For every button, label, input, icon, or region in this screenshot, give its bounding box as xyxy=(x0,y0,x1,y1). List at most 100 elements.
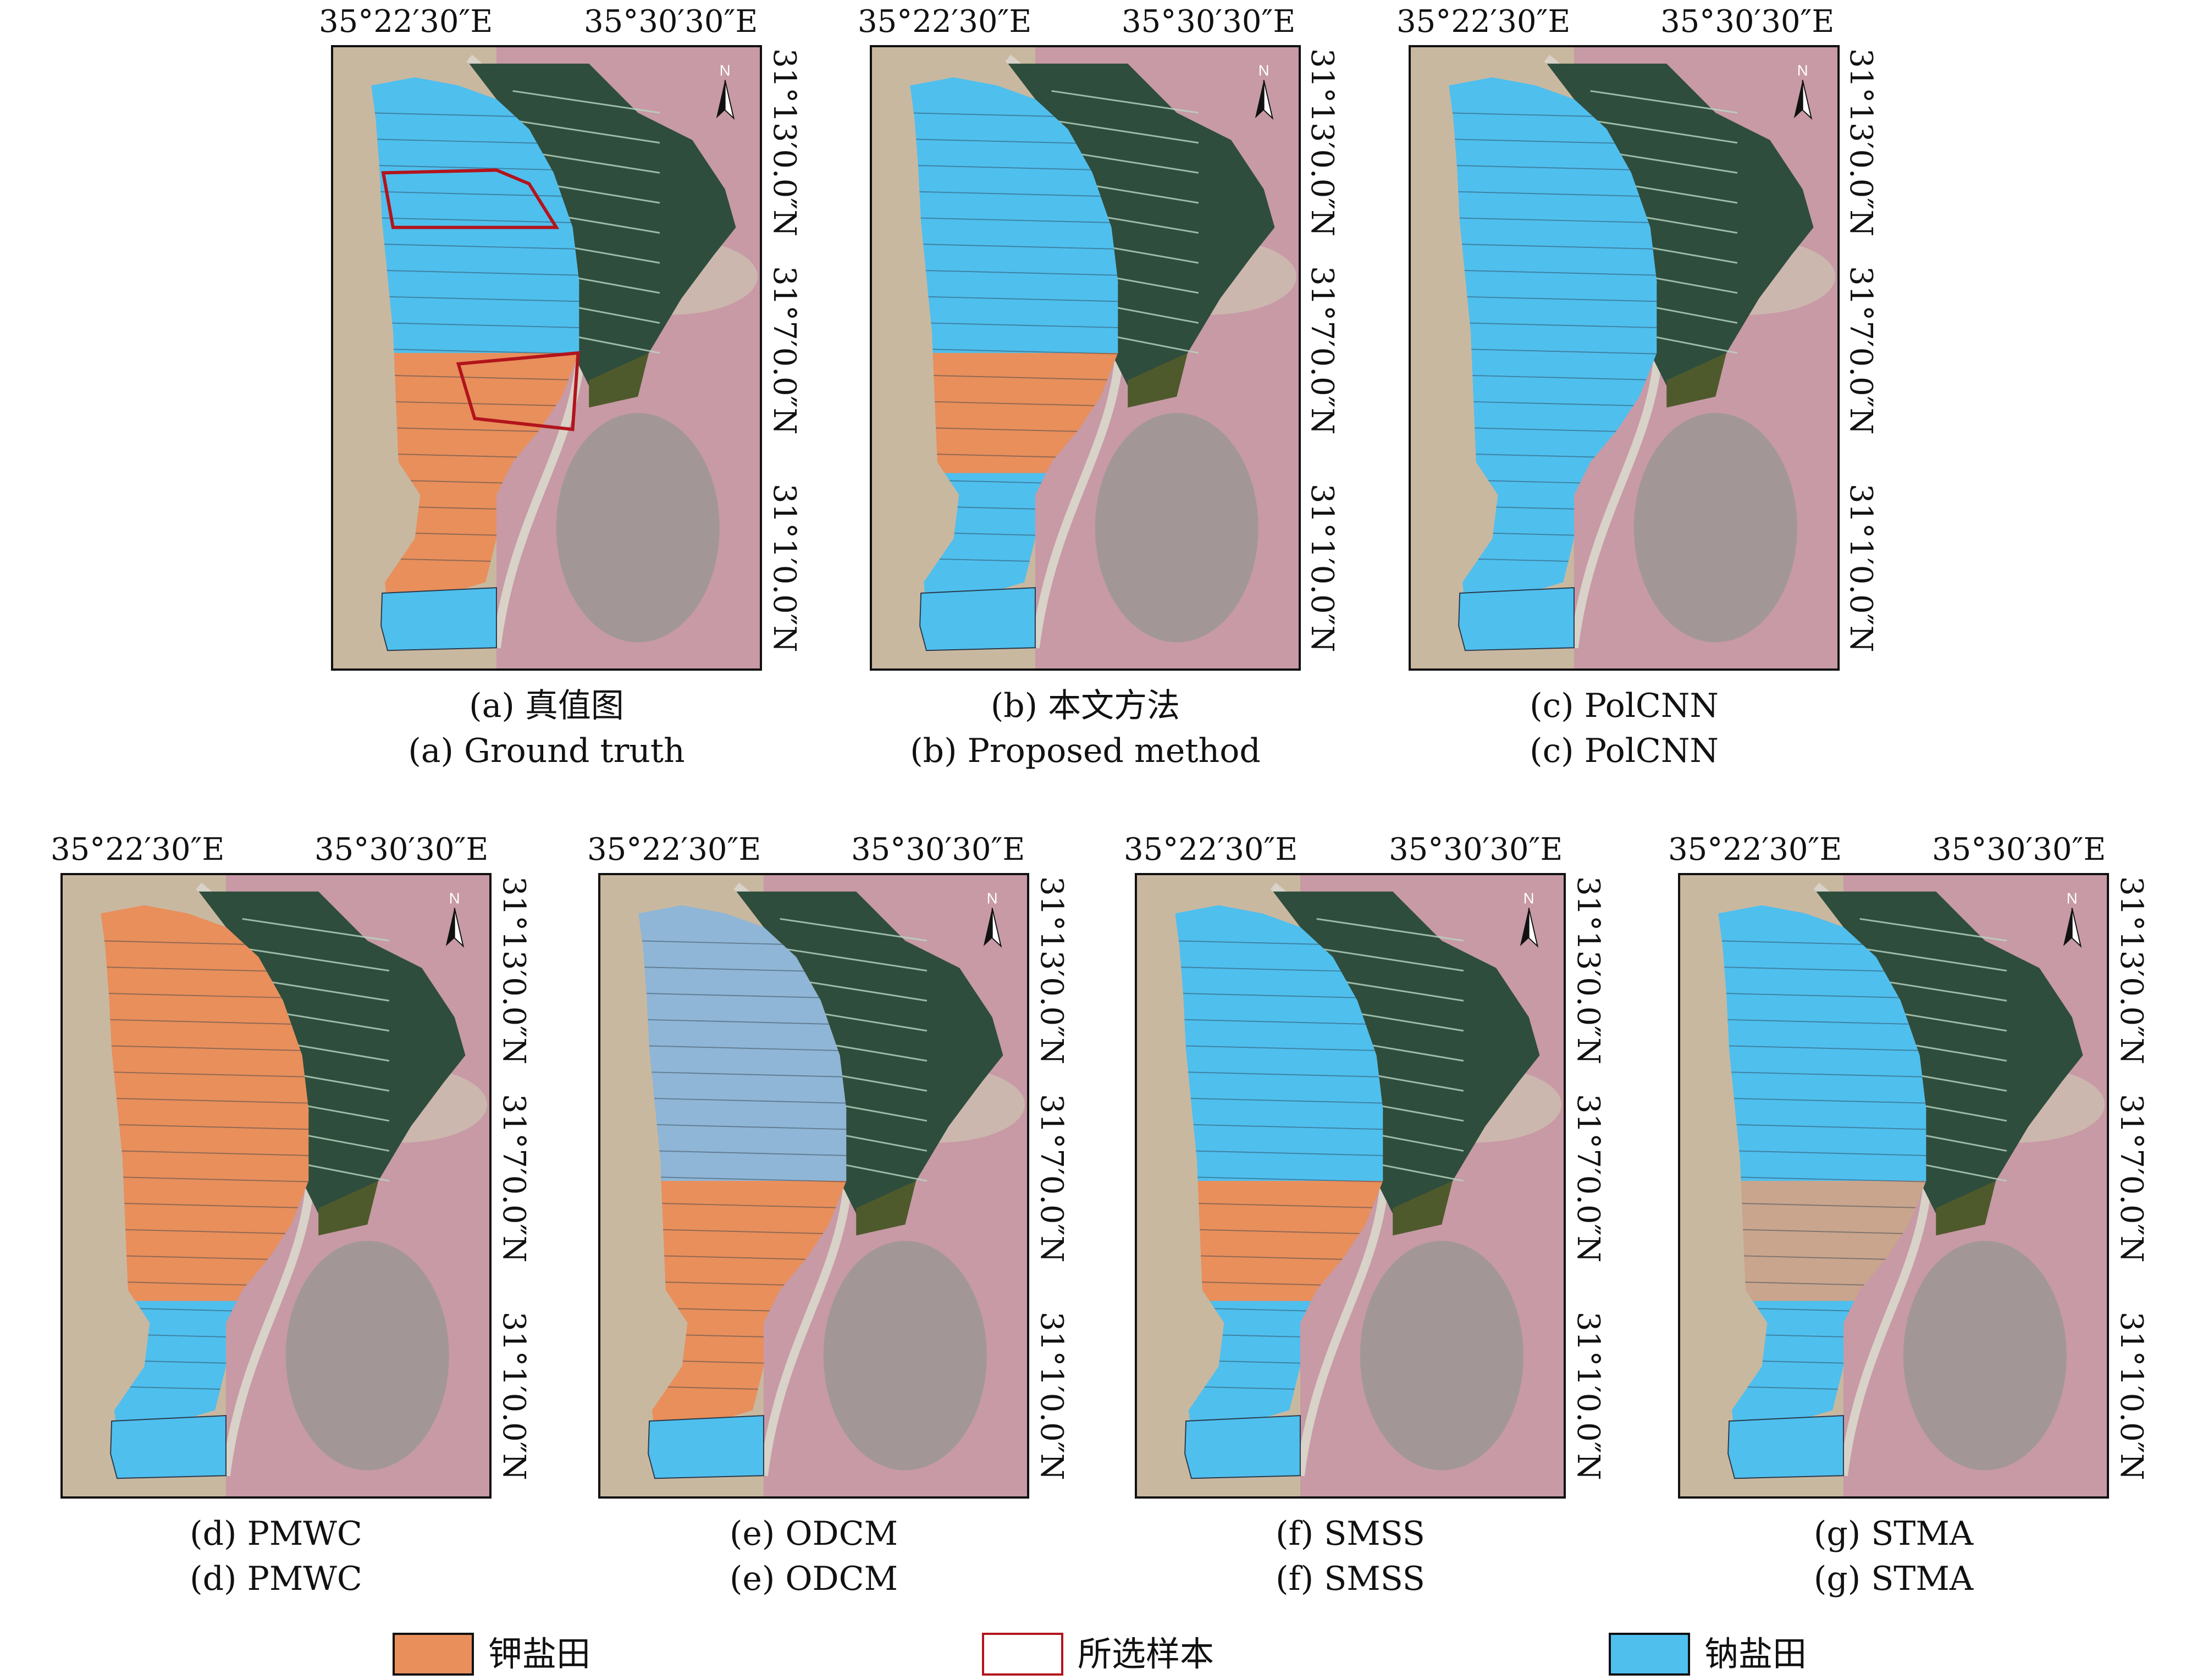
caption-en-f: (f) SMSS xyxy=(1276,1560,1425,1598)
map-image-f: N xyxy=(1137,875,1564,1496)
caption-en-e: (e) ODCM xyxy=(729,1560,898,1598)
north-label: N xyxy=(1523,890,1534,907)
olive-pond xyxy=(318,1181,379,1236)
lat-label-1: 31°13′0.0″N xyxy=(766,48,802,237)
lon-label-2: 35°30′30″E xyxy=(314,832,489,867)
lat-label-3: 31°1′0.0″N xyxy=(496,1312,532,1480)
caption-cn-f: (f) SMSS xyxy=(1276,1515,1425,1553)
map-panel-a: N xyxy=(331,45,762,671)
olive-pond xyxy=(1393,1181,1453,1236)
gray-terrain xyxy=(1633,413,1797,643)
pond-region-bottom xyxy=(380,587,497,651)
lon-label-1: 35°22′30″E xyxy=(858,4,1032,40)
north-label: N xyxy=(720,62,731,79)
map-image-e: N xyxy=(600,875,1027,1496)
lon-label-2: 35°30′30″E xyxy=(1660,4,1835,40)
gray-terrain xyxy=(1903,1241,2067,1471)
pond-region-bottom xyxy=(1458,587,1575,651)
map-panel-e: N xyxy=(598,873,1029,1499)
north-label: N xyxy=(2067,890,2078,907)
gray-terrain xyxy=(556,413,720,643)
north-arrow-icon: N xyxy=(983,890,1002,948)
north-arrow-icon: N xyxy=(1255,62,1274,120)
north-arrow-icon: N xyxy=(1793,62,1813,120)
lat-label-2: 31°7′0.0″N xyxy=(1304,266,1340,435)
lon-label-1: 35°22′30″E xyxy=(1124,832,1298,867)
north-label: N xyxy=(449,890,460,907)
lat-label-1: 31°13′0.0″N xyxy=(1843,48,1879,237)
north-label: N xyxy=(1797,62,1808,79)
lat-label-2: 31°7′0.0″N xyxy=(496,1094,532,1263)
lat-label-2: 31°7′0.0″N xyxy=(2113,1094,2149,1263)
evaporation-ponds-green xyxy=(1816,891,2083,1214)
lon-label-1: 35°22′30″E xyxy=(319,4,493,40)
lon-label-1: 35°22′30″E xyxy=(1396,4,1571,40)
map-image-b: N xyxy=(872,47,1299,668)
north-arrow-icon: N xyxy=(445,890,465,948)
map-image-d: N xyxy=(63,875,489,1496)
north-label: N xyxy=(987,890,998,907)
lat-label-2: 31°7′0.0″N xyxy=(766,266,802,435)
caption-en-b: (b) Proposed method xyxy=(910,732,1261,770)
map-panel-g: N xyxy=(1678,873,2109,1499)
lat-label-1: 31°13′0.0″N xyxy=(2113,876,2149,1065)
north-arrow-icon: N xyxy=(1520,890,1539,948)
lon-label-1: 35°22′30″E xyxy=(51,832,225,867)
legend-swatch-potash xyxy=(393,1633,474,1676)
map-panel-c: N xyxy=(1409,45,1840,671)
gray-terrain xyxy=(1095,413,1258,643)
caption-cn-g: (g) STMA xyxy=(1813,1515,1974,1553)
lat-label-2: 31°7′0.0″N xyxy=(1570,1094,1606,1263)
lat-label-3: 31°1′0.0″N xyxy=(1843,484,1879,653)
legend-label-sample: 所选样本 xyxy=(1078,1634,1215,1674)
pond-region-bottom xyxy=(110,1414,227,1479)
map-panel-f: N xyxy=(1135,873,1566,1499)
olive-pond xyxy=(1666,353,1727,408)
map-panel-d: N xyxy=(60,873,492,1499)
evaporation-ponds-green xyxy=(1008,63,1275,386)
north-label: N xyxy=(1258,62,1269,79)
legend-swatch-sodium xyxy=(1609,1633,1690,1676)
lat-label-3: 31°1′0.0″N xyxy=(766,484,802,653)
gray-terrain xyxy=(285,1241,449,1471)
pond-region-bottom xyxy=(1727,1414,1844,1479)
caption-en-d: (d) PMWC xyxy=(190,1560,362,1598)
evaporation-ponds-green xyxy=(469,63,736,386)
lon-label-2: 35°30′30″E xyxy=(1932,832,2106,867)
lon-label-1: 35°22′30″E xyxy=(587,832,761,867)
lat-label-1: 31°13′0.0″N xyxy=(1570,876,1606,1065)
pond-region-bottom xyxy=(648,1414,764,1479)
olive-pond xyxy=(1128,353,1188,408)
map-image-c: N xyxy=(1411,47,1837,668)
gray-terrain xyxy=(823,1241,987,1471)
lat-label-1: 31°13′0.0″N xyxy=(1034,876,1069,1065)
lon-label-1: 35°22′30″E xyxy=(1668,832,1842,867)
legend-swatch-sample xyxy=(982,1633,1063,1676)
olive-pond xyxy=(856,1181,917,1236)
lon-label-2: 35°30′30″E xyxy=(1389,832,1563,867)
evaporation-ponds-green xyxy=(1547,63,1814,386)
olive-pond xyxy=(1936,1181,1996,1236)
lat-label-3: 31°1′0.0″N xyxy=(1570,1312,1606,1480)
pond-region-bottom xyxy=(1184,1414,1301,1479)
lat-label-1: 31°13′0.0″N xyxy=(496,876,532,1065)
lat-label-3: 31°1′0.0″N xyxy=(1304,484,1340,653)
lat-label-2: 31°7′0.0″N xyxy=(1034,1094,1069,1263)
lat-label-1: 31°13′0.0″N xyxy=(1304,48,1340,237)
lon-label-2: 35°30′30″E xyxy=(1122,4,1296,40)
north-arrow-icon: N xyxy=(716,62,735,120)
caption-cn-b: (b) 本文方法 xyxy=(990,687,1180,725)
lon-label-2: 35°30′30″E xyxy=(584,4,758,40)
map-image-g: N xyxy=(1680,875,2107,1496)
evaporation-ponds-green xyxy=(736,891,1003,1214)
evaporation-ponds-green xyxy=(198,891,466,1214)
caption-en-c: (c) PolCNN xyxy=(1530,732,1719,770)
caption-cn-a: (a) 真值图 xyxy=(469,687,624,725)
caption-cn-c: (c) PolCNN xyxy=(1530,687,1719,725)
map-image-a: N xyxy=(333,47,760,668)
legend-label-sodium: 钠盐田 xyxy=(1704,1634,1807,1674)
caption-cn-d: (d) PMWC xyxy=(190,1515,362,1553)
selected-sample-outline-1 xyxy=(381,168,560,229)
lat-label-2: 31°7′0.0″N xyxy=(1843,266,1879,435)
caption-en-a: (a) Ground truth xyxy=(408,732,685,770)
